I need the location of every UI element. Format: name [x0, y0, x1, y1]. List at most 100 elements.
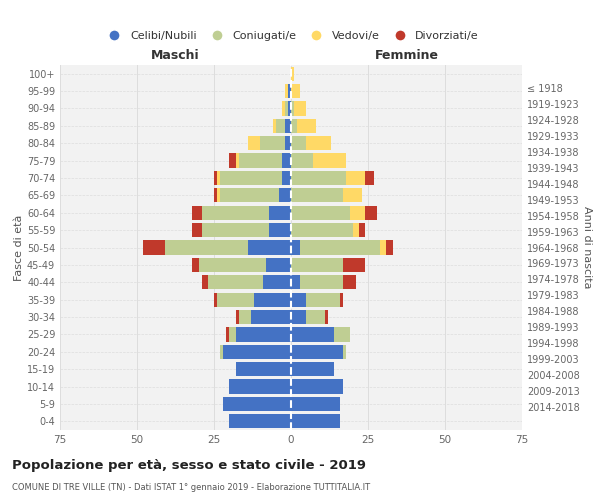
Bar: [217, 292, 254, 307]
Bar: [214, 188, 217, 202]
Bar: [278, 188, 291, 202]
Bar: [291, 362, 334, 376]
Bar: [165, 240, 248, 254]
Bar: [223, 397, 291, 411]
Bar: [220, 344, 223, 359]
Bar: [254, 292, 291, 307]
Bar: [365, 206, 377, 220]
Bar: [217, 171, 220, 185]
Bar: [291, 380, 343, 394]
Bar: [359, 223, 365, 237]
Bar: [269, 223, 291, 237]
Bar: [288, 84, 291, 98]
Bar: [202, 206, 269, 220]
Bar: [214, 171, 217, 185]
Bar: [236, 310, 239, 324]
Bar: [266, 258, 291, 272]
Bar: [294, 102, 307, 116]
Bar: [226, 328, 229, 342]
Y-axis label: Anni di nascita: Anni di nascita: [583, 206, 592, 289]
Bar: [291, 102, 294, 116]
Bar: [220, 171, 282, 185]
Bar: [291, 240, 300, 254]
Bar: [285, 102, 288, 116]
Bar: [334, 328, 350, 342]
Bar: [202, 223, 269, 237]
Bar: [291, 84, 300, 98]
Bar: [353, 223, 359, 237]
Bar: [223, 344, 291, 359]
Bar: [380, 240, 386, 254]
Bar: [291, 136, 307, 150]
Bar: [143, 240, 165, 254]
Bar: [229, 328, 236, 342]
Bar: [239, 154, 282, 168]
Bar: [300, 240, 380, 254]
Bar: [263, 275, 291, 289]
Bar: [343, 258, 365, 272]
Bar: [291, 118, 297, 133]
Bar: [343, 188, 362, 202]
Bar: [288, 102, 291, 116]
Bar: [325, 310, 328, 324]
Bar: [248, 240, 291, 254]
Bar: [193, 258, 199, 272]
Bar: [297, 118, 316, 133]
Bar: [236, 328, 291, 342]
Bar: [282, 102, 285, 116]
Bar: [193, 206, 202, 220]
Bar: [269, 206, 291, 220]
Bar: [313, 154, 346, 168]
Bar: [291, 154, 313, 168]
Bar: [291, 66, 294, 81]
Text: Maschi: Maschi: [151, 48, 200, 62]
Bar: [346, 171, 365, 185]
Text: Femmine: Femmine: [374, 48, 439, 62]
Bar: [343, 275, 356, 289]
Bar: [202, 275, 208, 289]
Bar: [275, 118, 285, 133]
Bar: [307, 136, 331, 150]
Bar: [248, 136, 260, 150]
Bar: [365, 171, 374, 185]
Bar: [291, 328, 334, 342]
Bar: [285, 118, 291, 133]
Text: COMUNE DI TRE VILLE (TN) - Dati ISTAT 1° gennaio 2019 - Elaborazione TUTTITALIA.: COMUNE DI TRE VILLE (TN) - Dati ISTAT 1°…: [12, 484, 370, 492]
Bar: [272, 118, 275, 133]
Bar: [340, 292, 343, 307]
Bar: [214, 292, 217, 307]
Bar: [282, 171, 291, 185]
Legend: Celibi/Nubili, Coniugati/e, Vedovi/e, Divorziati/e: Celibi/Nubili, Coniugati/e, Vedovi/e, Di…: [99, 27, 483, 46]
Bar: [251, 310, 291, 324]
Bar: [291, 292, 307, 307]
Bar: [260, 136, 285, 150]
Bar: [291, 188, 343, 202]
Bar: [193, 223, 202, 237]
Bar: [236, 362, 291, 376]
Bar: [343, 344, 346, 359]
Bar: [386, 240, 392, 254]
Bar: [291, 275, 300, 289]
Bar: [300, 275, 343, 289]
Bar: [350, 206, 365, 220]
Bar: [217, 188, 220, 202]
Bar: [285, 84, 288, 98]
Bar: [239, 310, 251, 324]
Bar: [199, 258, 266, 272]
Y-axis label: Fasce di età: Fasce di età: [14, 214, 24, 280]
Bar: [291, 206, 350, 220]
Bar: [291, 171, 346, 185]
Bar: [291, 414, 340, 428]
Bar: [229, 154, 236, 168]
Text: Popolazione per età, sesso e stato civile - 2019: Popolazione per età, sesso e stato civil…: [12, 460, 366, 472]
Bar: [208, 275, 263, 289]
Bar: [307, 310, 325, 324]
Bar: [291, 344, 343, 359]
Bar: [229, 414, 291, 428]
Bar: [220, 188, 278, 202]
Bar: [285, 136, 291, 150]
Bar: [307, 292, 340, 307]
Bar: [291, 310, 307, 324]
Bar: [229, 380, 291, 394]
Bar: [282, 154, 291, 168]
